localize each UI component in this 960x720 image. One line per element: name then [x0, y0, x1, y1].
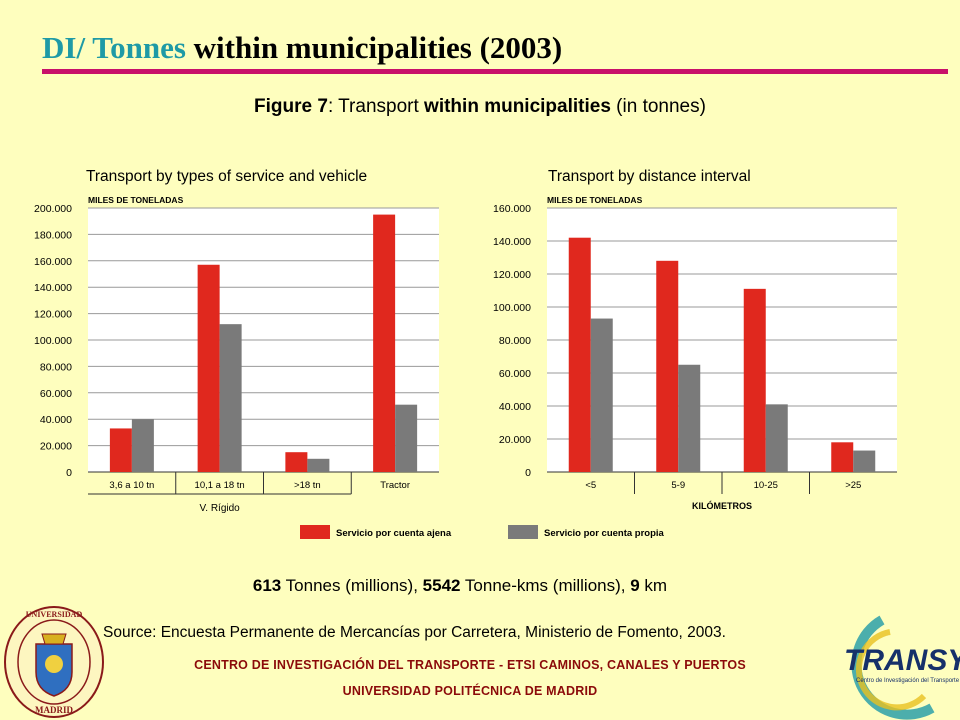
- right-y-tick-label: 20.000: [499, 434, 531, 446]
- right-bar-propia: [853, 450, 876, 472]
- legend-label-propia: Servicio por cuenta propia: [544, 528, 665, 539]
- summary-tkm-label: Tonne-kms (millions),: [460, 576, 631, 595]
- legend-label-ajena: Servicio por cuenta ajena: [336, 528, 452, 539]
- figure-caption-number: Figure 7: [254, 96, 328, 117]
- figure-caption: Figure 7: Transport within municipalitie…: [0, 96, 960, 118]
- left-y-tick-label: 80.000: [40, 361, 72, 373]
- slide-title-accent: DI/ Tonnes: [42, 30, 186, 65]
- title-rule: [42, 69, 948, 74]
- summary-tonnes-value: 613: [252, 576, 282, 595]
- right-y-axis-label: MILES DE TONELADAS: [547, 195, 643, 205]
- right-bar-ajena: [831, 442, 854, 472]
- left-y-tick-label: 120.000: [34, 309, 72, 321]
- right-x-tick-label: <5: [585, 480, 596, 491]
- left-y-tick-label: 20.000: [40, 441, 72, 453]
- transyt-logo-text: TRANSYT: [844, 644, 960, 677]
- left-bar-propia: [307, 458, 330, 472]
- left-group-label: V. Rígido: [200, 503, 241, 514]
- transyt-logo: TRANSYT Centro de Investigación del Tran…: [844, 615, 960, 720]
- legend-swatch-ajena: [300, 525, 330, 539]
- slide-title: DI/ Tonnes within municipalities (2003): [42, 30, 562, 66]
- right-y-tick-label: 140.000: [493, 236, 531, 248]
- left-x-tick-label: >18 tn: [294, 480, 321, 491]
- summary-line: 613 Tonnes (millions), 5542 Tonne-kms (m…: [0, 576, 920, 596]
- slide-title-rest: within municipalities (2003): [185, 30, 563, 65]
- source-note: Source: Encuesta Permanente de Mercancía…: [103, 624, 726, 641]
- right-y-tick-label: 80.000: [499, 335, 531, 347]
- left-bar-propia: [131, 419, 154, 472]
- summary-tonnes-label: Tonnes (millions),: [281, 576, 423, 595]
- figure-caption-end: (in tonnes): [610, 96, 706, 117]
- left-y-tick-label: 160.000: [34, 256, 72, 268]
- footer-line-2: UNIVERSIDAD POLITÉCNICA DE MADRID: [342, 684, 598, 698]
- right-y-tick-label: 60.000: [499, 368, 531, 380]
- left-bar-ajena: [197, 264, 220, 472]
- right-y-tick-label: 160.000: [493, 203, 531, 215]
- left-y-tick-label: 40.000: [40, 414, 72, 426]
- left-x-tick-label: 10,1 a 18 tn: [195, 480, 245, 491]
- right-bar-propia: [765, 404, 788, 472]
- left-y-tick-label: 140.000: [34, 282, 72, 294]
- right-bar-ajena: [743, 288, 766, 472]
- summary-tkm-value: 5542: [422, 576, 461, 595]
- right-y-tick-label: 120.000: [493, 269, 531, 281]
- right-x-axis-label: KILÓMETROS: [692, 500, 752, 511]
- svg-text:UNIVERSIDAD: UNIVERSIDAD: [26, 610, 83, 619]
- left-x-tick-label: Tractor: [380, 480, 410, 491]
- figure-caption-mid: : Transport: [327, 96, 425, 117]
- right-bar-ajena: [568, 237, 591, 472]
- right-x-tick-label: 5-9: [671, 480, 685, 491]
- right-y-tick-label: 40.000: [499, 401, 531, 413]
- left-bar-propia: [219, 324, 242, 472]
- left-bar-propia: [395, 404, 418, 472]
- chart-left-title: Transport by types of service and vehicl…: [86, 168, 368, 185]
- right-y-tick-label: 100.000: [493, 302, 531, 314]
- left-bar-ajena: [109, 428, 132, 472]
- left-bar-ajena: [373, 214, 396, 472]
- left-y-tick-label: 0: [66, 467, 72, 479]
- svg-text:MADRID: MADRID: [35, 705, 73, 715]
- university-seal-logo: UNIVERSIDAD MADRID: [4, 606, 104, 718]
- right-bar-propia: [678, 364, 701, 472]
- legend-swatch-propia: [508, 525, 538, 539]
- left-x-tick-label: 3,6 a 10 tn: [109, 480, 154, 491]
- right-y-tick-label: 0: [525, 467, 531, 479]
- left-y-tick-label: 60.000: [40, 388, 72, 400]
- right-x-tick-label: >25: [845, 480, 861, 491]
- summary-km-label: km: [639, 576, 668, 595]
- left-y-tick-label: 200.000: [34, 203, 72, 215]
- right-x-tick-label: 10-25: [754, 480, 778, 491]
- figure-caption-emph: within municipalities: [424, 96, 611, 117]
- left-y-tick-label: 180.000: [34, 229, 72, 241]
- footer-line-1: CENTRO DE INVESTIGACIÓN DEL TRANSPORTE -…: [194, 658, 746, 672]
- chart-right-title: Transport by distance interval: [548, 168, 751, 185]
- charts-canvas: 0 20.000 40.000 60.000 80.000 100.000 120.000 1…: [34, 195, 897, 539]
- right-bar-ajena: [656, 260, 679, 472]
- left-y-axis-label: MILES DE TONELADAS: [88, 195, 184, 205]
- right-bar-propia: [590, 318, 613, 472]
- transyt-logo-subtext: Centro de Investigación del Transporte: [856, 678, 960, 684]
- left-bar-ajena: [285, 452, 308, 472]
- left-y-tick-label: 100.000: [34, 335, 72, 347]
- summary-km-value: 9: [630, 576, 640, 595]
